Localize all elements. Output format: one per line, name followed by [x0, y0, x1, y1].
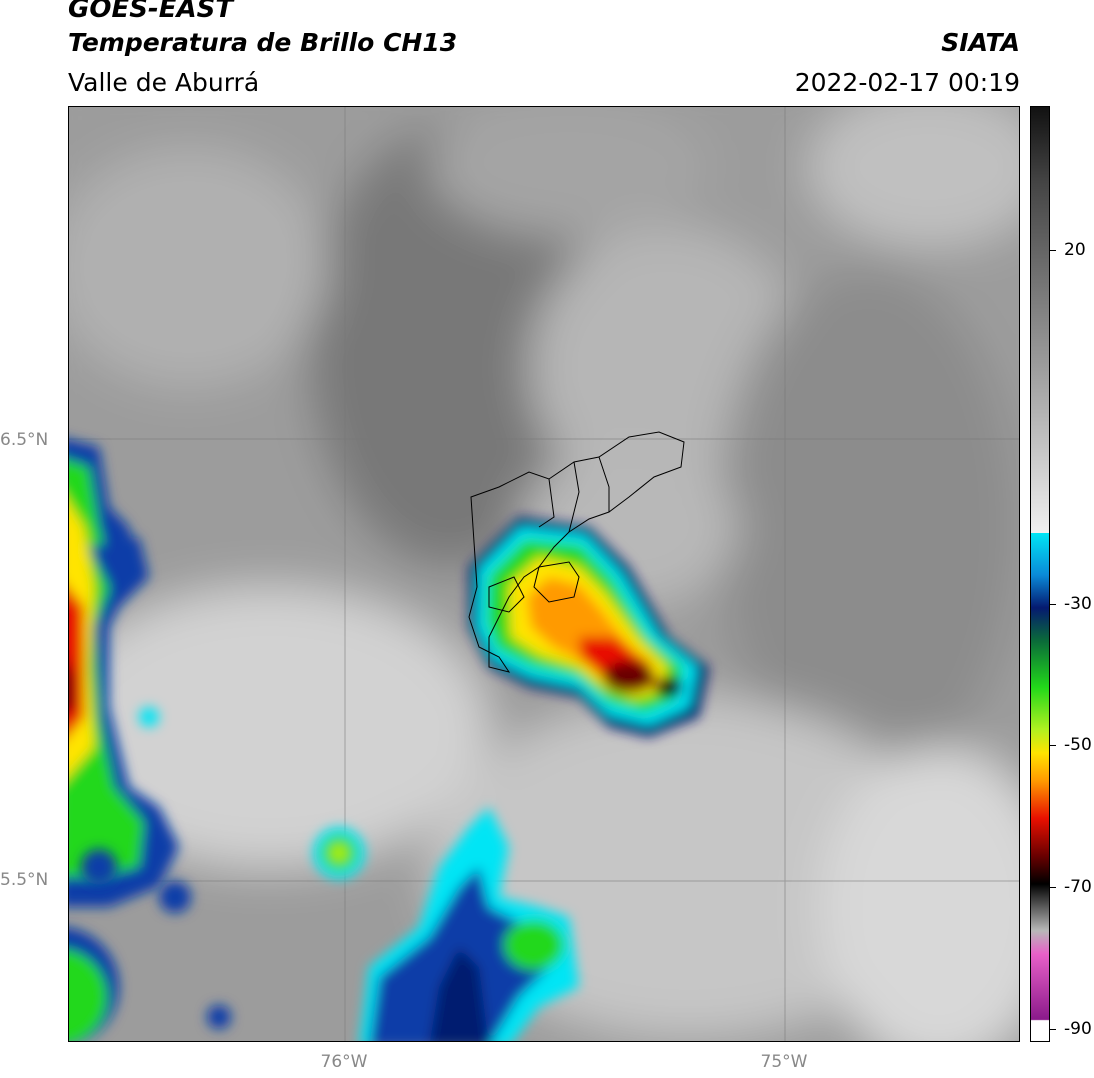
colorbar-label-minus90: -90 [1064, 1019, 1092, 1039]
convective-band-west [69, 439, 179, 907]
satellite-map[interactable] [68, 106, 1020, 1042]
municipal-boundaries [468, 431, 685, 673]
colorbar-gradient [1031, 107, 1049, 1041]
colorbar-label-minus30: -30 [1064, 594, 1092, 614]
lon-label-75w: 75°W [760, 1052, 808, 1072]
timestamp-label: 2022-02-17 00:19 [794, 68, 1020, 97]
colorbar-tick-minus50 [1050, 745, 1056, 746]
organization-label: SIATA [941, 28, 1020, 57]
colorbar [1030, 106, 1050, 1042]
colorbar-tick-minus90 [1050, 1029, 1056, 1030]
colorbar-label-20: 20 [1064, 240, 1086, 260]
title-satellite: GOES-EAST [68, 0, 234, 24]
main-convective-storm [469, 517, 709, 737]
colorbar-tick-20 [1050, 250, 1056, 251]
map-canvas [69, 107, 1019, 1041]
lon-label-76w: 76°W [320, 1052, 368, 1072]
title-region: Valle de Aburrá [68, 68, 260, 97]
graticule [69, 107, 1019, 1041]
colorbar-label-minus70: -70 [1064, 877, 1092, 897]
colorbar-tick-minus30 [1050, 604, 1056, 605]
convective-cluster-south [69, 807, 579, 1041]
title-product: Temperatura de Brillo CH13 [68, 28, 458, 57]
colorbar-label-minus50: -50 [1064, 735, 1092, 755]
small-convective-cells [81, 707, 365, 1029]
lat-label-5-5: 5.5°N [0, 870, 49, 890]
lat-label-6-5: 6.5°N [0, 430, 49, 450]
colorbar-tick-minus70 [1050, 887, 1056, 888]
